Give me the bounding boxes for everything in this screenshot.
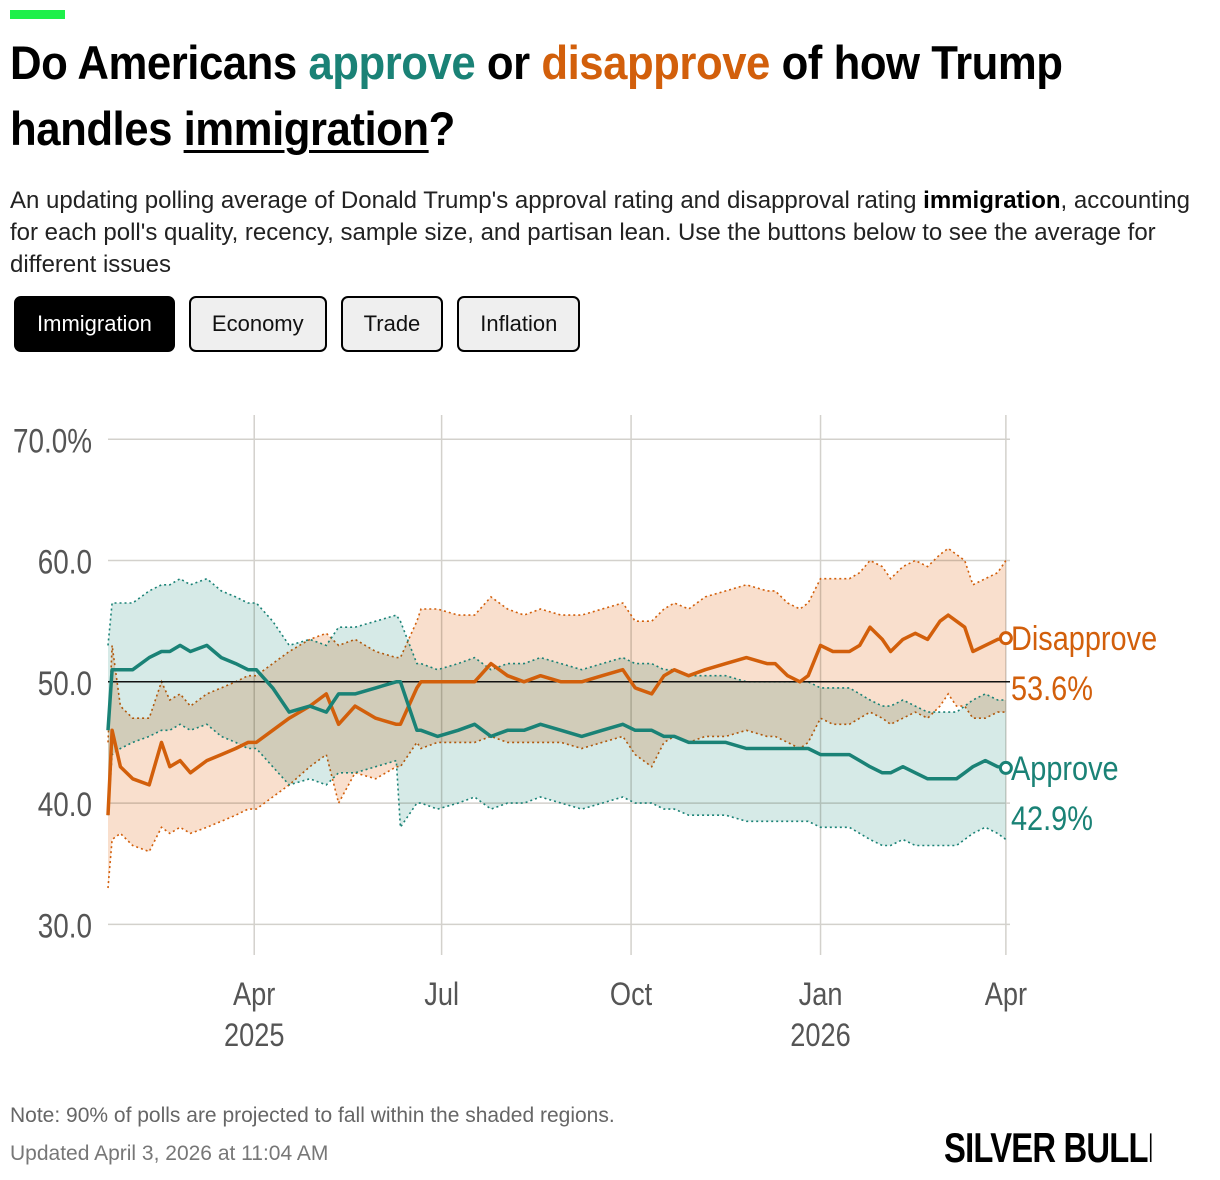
accent-bar bbox=[10, 10, 65, 19]
subtitle-issue: immigration bbox=[923, 187, 1061, 214]
x-tick-label: Jul bbox=[424, 977, 459, 1013]
subtitle: An updating polling average of Donald Tr… bbox=[10, 187, 1190, 278]
approve-endpoint bbox=[998, 760, 1013, 775]
x-tick-label: Apr bbox=[233, 977, 275, 1013]
approval-chart: 30.0 40.0 50.0 60.0 70.0% Apr 2025 Jul Oct Jan 202… bbox=[13, 415, 1157, 1054]
approve-band-upper-edge bbox=[107, 577, 1006, 713]
footnote: Note: 90% of polls are projected to fall… bbox=[10, 1104, 615, 1127]
approve-label: Approve bbox=[1011, 749, 1119, 788]
approve-value: 42.9% bbox=[1011, 799, 1093, 838]
x-tick-label: Oct bbox=[610, 977, 653, 1013]
tab-inflation[interactable]: Inflation bbox=[457, 296, 581, 352]
page-title: Do Americans approve or disapprove of ho… bbox=[10, 36, 1063, 155]
tab-trade[interactable]: Trade bbox=[340, 296, 444, 352]
issue-tabs: Immigration Economy Trade Inflation bbox=[14, 296, 581, 352]
disapprove-line bbox=[106, 613, 1007, 816]
y-tick-label: 30.0 bbox=[38, 907, 92, 945]
y-tick-label: 60.0 bbox=[38, 543, 92, 581]
approve-line bbox=[106, 643, 1007, 781]
y-tick-label: 70.0% bbox=[13, 422, 92, 460]
updated-timestamp: Updated April 3, 2026 at 11:04 AM bbox=[10, 1142, 329, 1165]
title-disapprove-word: disapprove bbox=[541, 36, 770, 89]
x-tick-label: Jan bbox=[799, 977, 843, 1013]
y-tick-label: 50.0 bbox=[38, 664, 92, 702]
disapprove-value: 53.6% bbox=[1011, 669, 1093, 708]
tab-economy[interactable]: Economy bbox=[188, 296, 327, 352]
title-issue: immigration bbox=[183, 102, 429, 155]
title-approve-word: approve bbox=[308, 36, 476, 89]
approve-band-lower-edge bbox=[107, 723, 1007, 847]
x-tick-label: Apr bbox=[985, 977, 1027, 1013]
x-tick-sublabel: 2026 bbox=[790, 1018, 850, 1054]
y-tick-label: 40.0 bbox=[38, 785, 92, 823]
x-tick-sublabel: 2025 bbox=[224, 1018, 284, 1054]
disapprove-label: Disapprove bbox=[1011, 619, 1157, 658]
disapprove-endpoint bbox=[998, 631, 1013, 646]
tab-immigration[interactable]: Immigration bbox=[14, 296, 175, 352]
brand-logo: SILVER BULLETIN bbox=[944, 1124, 1151, 1171]
approve-band bbox=[108, 578, 1006, 846]
